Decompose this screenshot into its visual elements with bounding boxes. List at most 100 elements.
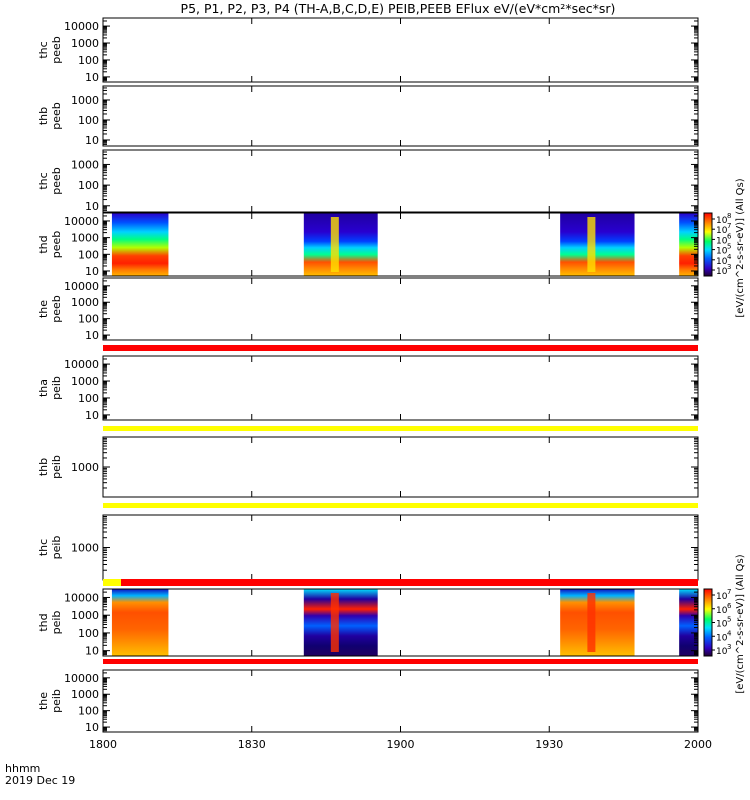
y-tick-label: 10000 — [64, 591, 99, 604]
panel-type-label: peeb — [50, 295, 63, 323]
x-tick-label: 1900 — [387, 738, 415, 751]
panel-probe-label: the — [37, 300, 50, 318]
status-bar-red — [121, 579, 698, 586]
y-tick-label: 1000 — [71, 94, 99, 107]
colorbar-tick-label: 10 — [716, 257, 728, 267]
panel-type-label: peib — [50, 376, 63, 400]
status-bar-yellow — [103, 503, 698, 508]
panel-frame — [102, 514, 699, 581]
spectrogram-feature — [587, 593, 596, 652]
colorbar-label: [eV/(cm^2-s-sr-eV)] (All Qs) — [735, 554, 746, 693]
panel-probe-label: thc — [37, 172, 50, 189]
panel-type-label: peeb — [50, 231, 63, 259]
status-bar-red — [103, 659, 698, 664]
spectrogram-feature — [330, 593, 339, 652]
y-tick-label: 100 — [78, 54, 99, 67]
colorbar-label: [eV/(cm^2-s-sr-eV)] (All Qs) — [735, 178, 746, 317]
panel-frame — [102, 277, 699, 341]
x-tick-label: 1830 — [238, 738, 266, 751]
panel-frame — [102, 355, 699, 421]
panel-type-label: peib — [50, 611, 63, 635]
panel-probe-label: thc — [37, 539, 50, 556]
panel-frame — [102, 17, 699, 83]
colorbar-tick-label: 10 — [716, 247, 728, 257]
panel-1: 10000 1000 100 10 thc peeb — [37, 17, 699, 84]
panel-3: 1000 100 10 thc peeb — [37, 149, 699, 213]
panel-frame — [102, 436, 699, 498]
y-tick-label: 10000 — [64, 215, 99, 228]
colorbar-tick-exponent: 7 — [727, 588, 731, 596]
colorbar — [703, 588, 713, 657]
panel-frame — [102, 669, 699, 733]
panel-type-label: peib — [50, 455, 63, 479]
panel-6: 10000 1000 100 10 tha peib — [37, 355, 699, 431]
y-tick-label: 1000 — [71, 296, 99, 309]
spectrogram-feature — [330, 217, 339, 272]
status-bar-red — [103, 345, 698, 351]
colorbar-tick-label: 10 — [716, 606, 728, 616]
x-tick-label: 1800 — [89, 738, 117, 751]
x-tick-labels: 1800 1830 1900 1930 2000 — [89, 738, 712, 751]
colorbar-tick-exponent: 5 — [727, 616, 731, 624]
y-tick-label: 1000 — [71, 375, 99, 388]
panel-probe-label: thd — [37, 613, 50, 631]
y-tick-label: 1000 — [71, 542, 99, 555]
colorbar-tick-exponent: 4 — [727, 253, 732, 261]
x-axis-date: 2019 Dec 19 — [5, 774, 75, 787]
colorbar-tick-exponent: 3 — [727, 263, 731, 271]
y-tick-label: 100 — [78, 392, 99, 405]
panel-probe-label: thb — [37, 107, 50, 125]
colorbar-tick-exponent: 7 — [727, 222, 731, 230]
y-tick-label: 10 — [85, 645, 99, 658]
x-tick-label: 1930 — [535, 738, 563, 751]
colorbar-tick-label: 10 — [716, 620, 728, 630]
x-tick-label: 2000 — [684, 738, 712, 751]
y-tick-label: 10000 — [64, 280, 99, 293]
colorbar-tick-label: 10 — [716, 633, 728, 643]
spectrogram-block — [111, 589, 169, 656]
y-tick-label: 10 — [85, 329, 99, 342]
colorbar-tick-exponent: 8 — [727, 212, 731, 220]
y-tick-label: 1000 — [71, 158, 99, 171]
panel-type-label: peib — [50, 689, 63, 713]
colorbar — [703, 212, 713, 277]
panel-10: 10000 1000 100 10 the peib — [37, 669, 699, 734]
panel-type-label: peeb — [50, 36, 63, 64]
spectrogram-feature — [587, 217, 596, 272]
panel-probe-label: tha — [37, 379, 50, 397]
y-tick-label: 10000 — [64, 358, 99, 371]
panel-frame — [102, 149, 699, 213]
y-tick-label: 1000 — [71, 232, 99, 245]
y-tick-label: 100 — [78, 179, 99, 192]
spectrogram-block — [560, 213, 635, 276]
y-tick-label: 10 — [85, 409, 99, 422]
panel-7: 1000 thb peib — [37, 436, 699, 508]
spectrogram-block — [679, 213, 698, 276]
panel-probe-label: thc — [37, 41, 50, 58]
panel-type-label: peeb — [50, 102, 63, 130]
plot-title: P5, P1, P2, P3, P4 (TH-A,B,C,D,E) PEIB,P… — [181, 1, 616, 16]
colorbar-tick-label: 10 — [716, 647, 728, 657]
panel-5: 10000 1000 100 10 the peeb — [37, 277, 699, 351]
y-tick-label: 1000 — [71, 461, 99, 474]
spectrogram-block — [679, 589, 698, 656]
panel-frame — [102, 85, 699, 147]
panel-probe-label: thb — [37, 458, 50, 476]
spectrogram-block — [303, 213, 378, 276]
colorbar-tick-label: 10 — [716, 236, 728, 246]
colorbar-tick-exponent: 3 — [727, 643, 731, 651]
y-tick-label: 10 — [85, 134, 99, 147]
panel-8: 1000 thc peib — [37, 514, 699, 586]
colorbar-tick-label: 10 — [716, 267, 728, 277]
y-tick-label: 10000 — [64, 20, 99, 33]
colorbar-tick-exponent: 6 — [727, 232, 732, 240]
y-tick-label: 10 — [85, 721, 99, 734]
colorbar-tick-exponent: 4 — [727, 629, 732, 637]
x-axis-label: hhmm — [5, 762, 40, 775]
status-bar-yellow — [103, 426, 698, 431]
y-tick-label: 10 — [85, 265, 99, 278]
y-tick-label: 100 — [78, 627, 99, 640]
